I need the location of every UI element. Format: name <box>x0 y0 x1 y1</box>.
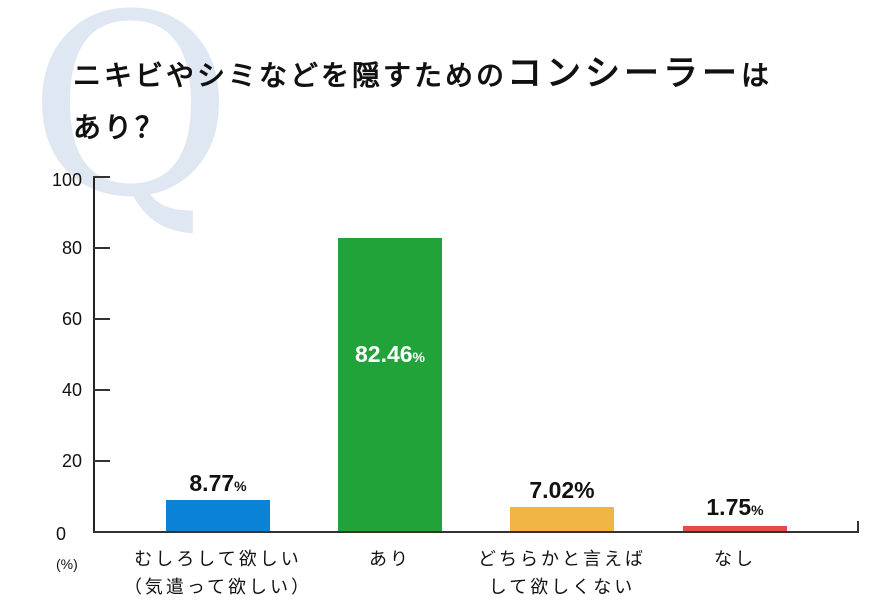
category-line: （気遣って欲しい） <box>123 577 313 598</box>
chart-title: ニキビやシミなどを隠すためのコンシーラーは あり？ <box>73 48 772 154</box>
value-number: 82.46 <box>354 341 413 367</box>
value-number: 1.75 <box>706 494 752 520</box>
category-line: して欲しくない <box>488 577 636 598</box>
bar-4-value-label: 1.75% <box>655 494 815 521</box>
category-label-4: なし <box>625 546 845 574</box>
y-tick-100 <box>93 176 110 178</box>
q-watermark: Q <box>28 0 233 252</box>
bar-3-value-label: 7.02% <box>482 477 642 504</box>
bar-3 <box>510 507 614 531</box>
y-tick-80 <box>93 247 110 249</box>
x-axis-end-tick <box>857 521 859 532</box>
bar-2-value-label: 82.46% <box>310 341 470 368</box>
category-label-2: あり <box>280 546 500 574</box>
y-label-60: 60 <box>61 309 82 329</box>
y-label-0: 0 <box>55 524 66 544</box>
y-label-80: 80 <box>61 238 82 258</box>
category-label-3: どちらかと言えば して欲しくない <box>452 546 672 602</box>
percent-sign: % <box>412 349 425 365</box>
title-text: ニキビやシミなどを隠すための <box>73 59 508 92</box>
percent-sign: % <box>574 477 595 503</box>
x-axis <box>93 531 859 533</box>
category-line: なし <box>714 549 756 570</box>
percent-sign: % <box>751 502 764 518</box>
y-tick-40 <box>93 389 110 391</box>
y-tick-60 <box>93 318 110 320</box>
title-text-end: は <box>741 59 773 92</box>
percent-sign: % <box>234 478 247 494</box>
category-line: どちらかと言えば <box>478 549 646 570</box>
bar-4 <box>683 526 787 531</box>
bar-1 <box>166 500 270 531</box>
value-number: 7.02 <box>529 477 575 503</box>
category-line: あり <box>369 549 411 570</box>
y-axis <box>93 177 95 533</box>
title-line-2: あり？ <box>73 111 167 144</box>
title-line-1: ニキビやシミなどを隠すためのコンシーラーは <box>73 48 772 102</box>
bar-2 <box>338 238 442 531</box>
value-number: 8.77 <box>189 470 235 496</box>
y-label-100: 100 <box>51 170 82 190</box>
category-label-1: むしろして欲しい （気遣って欲しい） <box>108 546 328 602</box>
bar-1-value-label: 8.77% <box>138 470 298 497</box>
y-tick-20 <box>93 460 110 462</box>
title-emphasis: コンシーラー <box>507 54 742 94</box>
category-line: むしろして欲しい <box>134 549 302 570</box>
y-label-20: 20 <box>61 451 82 471</box>
y-axis-unit: (%) <box>56 556 78 572</box>
y-label-40: 40 <box>61 380 82 400</box>
